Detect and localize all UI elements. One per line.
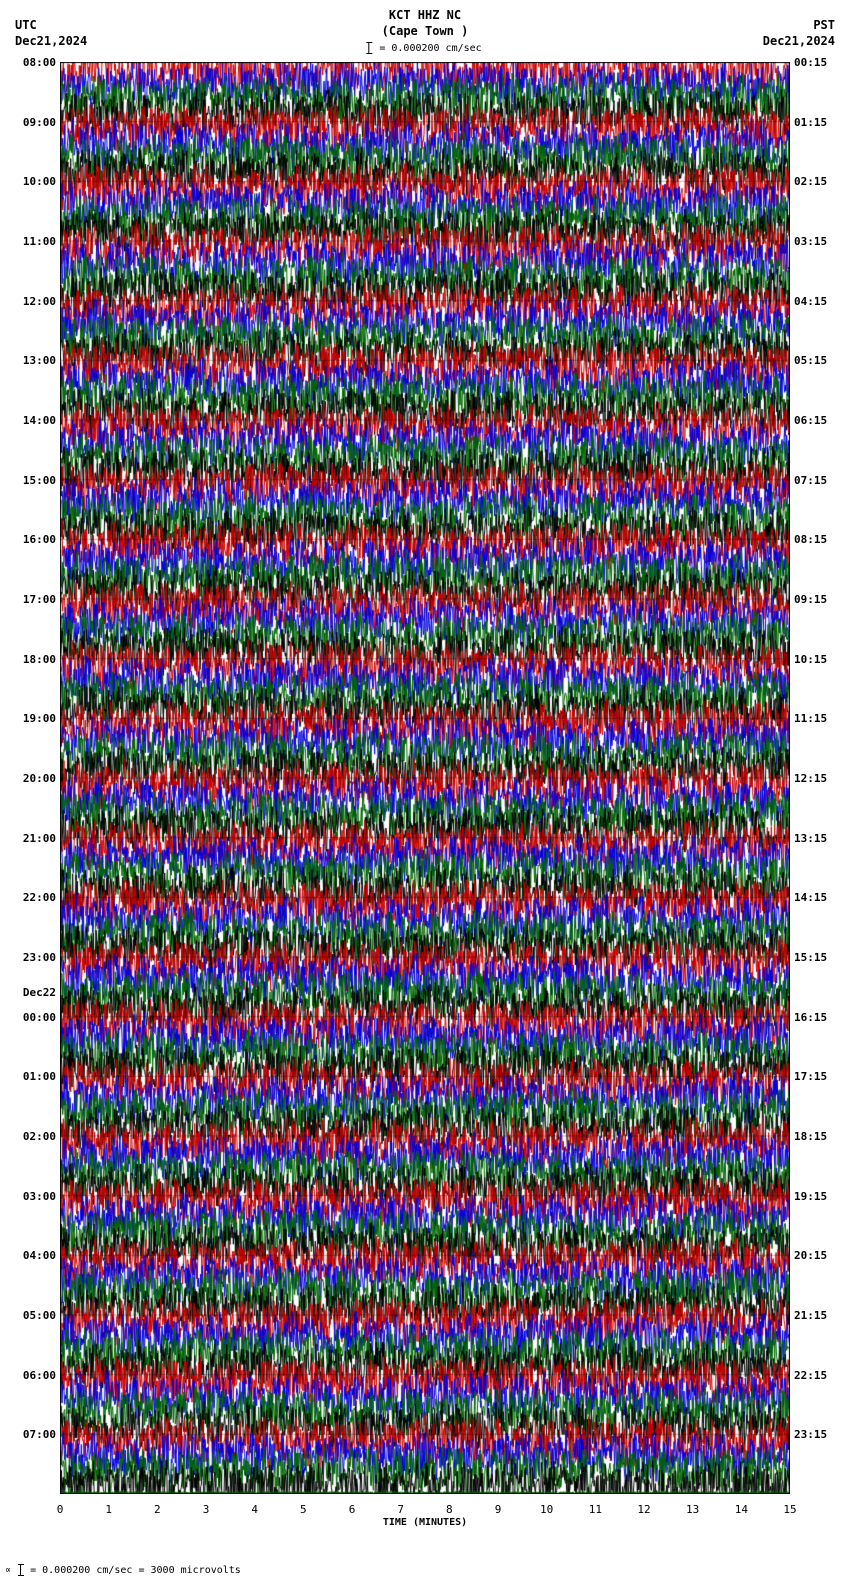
- right-time-label: 15:15: [794, 951, 827, 964]
- seismogram-canvas: [60, 62, 790, 1494]
- station-code: KCT HHZ NC: [382, 8, 469, 24]
- left-time-label: 23:00: [23, 951, 56, 964]
- right-time-label: 22:15: [794, 1369, 827, 1382]
- pst-time-axis: 00:1501:1502:1503:1504:1505:1506:1507:15…: [792, 62, 847, 1494]
- left-time-label: 20:00: [23, 772, 56, 785]
- header-center: KCT HHZ NC (Cape Town ): [382, 8, 469, 39]
- right-time-label: 16:15: [794, 1011, 827, 1024]
- header-left: UTC Dec21,2024: [15, 18, 87, 49]
- right-time-label: 17:15: [794, 1070, 827, 1083]
- left-time-label: 02:00: [23, 1130, 56, 1143]
- right-time-label: 09:15: [794, 593, 827, 606]
- scale-indicator: = 0.000200 cm/sec: [368, 42, 481, 54]
- x-axis-title: TIME (MINUTES): [383, 1517, 467, 1528]
- x-tick: 3: [203, 1503, 210, 1516]
- right-time-label: 11:15: [794, 712, 827, 725]
- x-tick: 9: [495, 1503, 502, 1516]
- pst-tz-label: PST: [763, 18, 835, 34]
- right-time-label: 18:15: [794, 1130, 827, 1143]
- left-time-label: 22:00: [23, 891, 56, 904]
- right-time-label: 03:15: [794, 235, 827, 248]
- footer-scale-text: = 0.000200 cm/sec = 3000 microvolts: [30, 1565, 241, 1576]
- x-tick: 14: [735, 1503, 748, 1516]
- x-tick: 7: [397, 1503, 404, 1516]
- left-time-label: 16:00: [23, 533, 56, 546]
- utc-date-label: Dec21,2024: [15, 34, 87, 50]
- station-location: (Cape Town ): [382, 24, 469, 40]
- left-time-label: 09:00: [23, 116, 56, 129]
- right-time-label: 20:15: [794, 1249, 827, 1262]
- left-time-label: 00:00: [23, 1011, 56, 1024]
- x-tick: 2: [154, 1503, 161, 1516]
- right-time-label: 02:15: [794, 175, 827, 188]
- scale-bar-icon: [368, 42, 369, 54]
- left-time-label: 11:00: [23, 235, 56, 248]
- plot-header: UTC Dec21,2024 KCT HHZ NC (Cape Town ) P…: [0, 0, 850, 60]
- left-time-label: 19:00: [23, 712, 56, 725]
- x-tick: 13: [686, 1503, 699, 1516]
- right-time-label: 07:15: [794, 474, 827, 487]
- x-tick: 8: [446, 1503, 453, 1516]
- left-time-label: 13:00: [23, 354, 56, 367]
- left-time-label: 07:00: [23, 1428, 56, 1441]
- minutes-axis: TIME (MINUTES) 0123456789101112131415: [60, 1499, 790, 1529]
- left-time-label: 18:00: [23, 653, 56, 666]
- utc-tz-label: UTC: [15, 18, 87, 34]
- left-time-label: 12:00: [23, 295, 56, 308]
- left-time-label: 05:00: [23, 1309, 56, 1322]
- right-time-label: 01:15: [794, 116, 827, 129]
- right-time-label: 06:15: [794, 414, 827, 427]
- left-time-label: 10:00: [23, 175, 56, 188]
- header-right: PST Dec21,2024: [763, 18, 835, 49]
- x-tick: 15: [783, 1503, 796, 1516]
- left-time-label: 21:00: [23, 832, 56, 845]
- right-time-label: 08:15: [794, 533, 827, 546]
- left-time-label: 01:00: [23, 1070, 56, 1083]
- left-time-label: 04:00: [23, 1249, 56, 1262]
- x-tick: 0: [57, 1503, 64, 1516]
- left-time-label: 03:00: [23, 1190, 56, 1203]
- utc-time-axis: 08:0009:0010:0011:0012:0013:0014:0015:00…: [3, 62, 58, 1494]
- left-time-label: 14:00: [23, 414, 56, 427]
- helicorder-plot: [60, 62, 790, 1494]
- left-time-label: Dec22: [23, 986, 56, 999]
- footer-prefix: ∝: [5, 1565, 11, 1576]
- left-time-label: 17:00: [23, 593, 56, 606]
- right-time-label: 13:15: [794, 832, 827, 845]
- right-time-label: 05:15: [794, 354, 827, 367]
- footer-scale: ∝ = 0.000200 cm/sec = 3000 microvolts: [5, 1564, 241, 1576]
- right-time-label: 10:15: [794, 653, 827, 666]
- x-tick: 4: [251, 1503, 258, 1516]
- x-tick: 11: [589, 1503, 602, 1516]
- right-time-label: 21:15: [794, 1309, 827, 1322]
- right-time-label: 12:15: [794, 772, 827, 785]
- x-tick: 10: [540, 1503, 553, 1516]
- left-time-label: 15:00: [23, 474, 56, 487]
- x-tick: 12: [637, 1503, 650, 1516]
- x-tick: 1: [105, 1503, 112, 1516]
- right-time-label: 00:15: [794, 56, 827, 69]
- right-time-label: 19:15: [794, 1190, 827, 1203]
- scale-text: = 0.000200 cm/sec: [379, 43, 481, 54]
- pst-date-label: Dec21,2024: [763, 34, 835, 50]
- right-time-label: 23:15: [794, 1428, 827, 1441]
- x-tick: 6: [349, 1503, 356, 1516]
- left-time-label: 06:00: [23, 1369, 56, 1382]
- right-time-label: 04:15: [794, 295, 827, 308]
- left-time-label: 08:00: [23, 56, 56, 69]
- x-tick: 5: [300, 1503, 307, 1516]
- right-time-label: 14:15: [794, 891, 827, 904]
- footer-scale-bar-icon: [20, 1564, 21, 1576]
